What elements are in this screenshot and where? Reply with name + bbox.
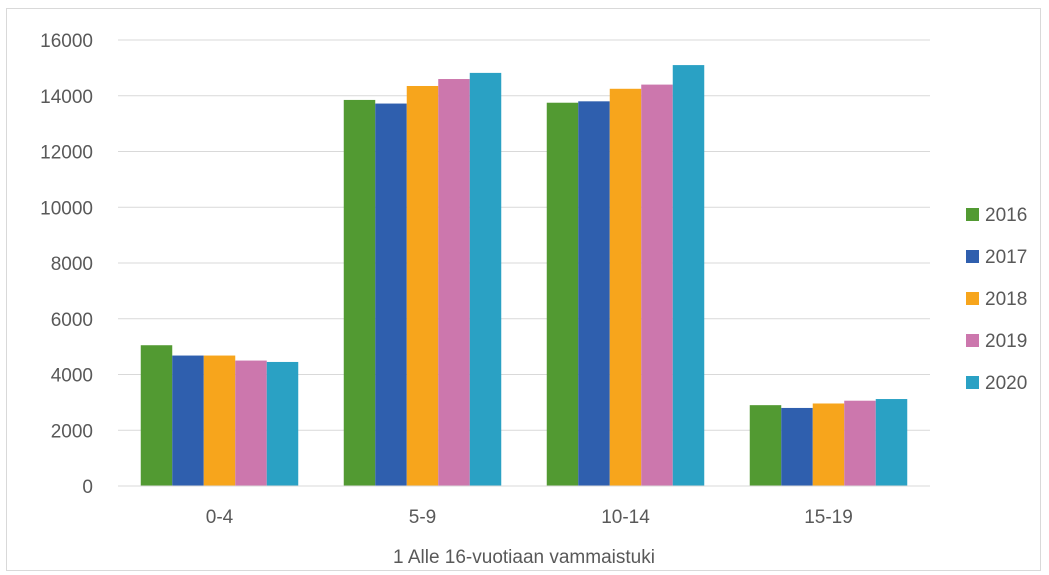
bar-2019-15-19 bbox=[844, 400, 876, 486]
bars bbox=[140, 65, 908, 487]
bar-2018-15-19 bbox=[812, 403, 845, 486]
bar-2017-15-19 bbox=[781, 407, 813, 486]
legend-swatch-2019 bbox=[966, 334, 979, 347]
y-tick-label: 0 bbox=[82, 477, 93, 498]
x-tick-label: 5-9 bbox=[409, 507, 436, 528]
y-tick-label: 4000 bbox=[51, 366, 93, 387]
legend-swatch-2016 bbox=[966, 208, 979, 221]
y-tick-label: 10000 bbox=[40, 198, 93, 219]
bar-2017-0-4 bbox=[172, 355, 204, 486]
legend-label: 2018 bbox=[985, 289, 1027, 310]
x-axis-title: 1 Alle 16-vuotiaan vammaistuki bbox=[393, 547, 655, 568]
bar-2020-0-4 bbox=[266, 361, 299, 486]
legend-label: 2017 bbox=[985, 247, 1027, 268]
y-tick-label: 8000 bbox=[51, 254, 93, 275]
y-tick-label: 14000 bbox=[40, 87, 93, 108]
bar-2019-5-9 bbox=[438, 79, 470, 487]
x-tick-label: 0-4 bbox=[206, 507, 234, 528]
bar-2016-0-4 bbox=[140, 345, 173, 486]
legend-swatch-2018 bbox=[966, 292, 979, 305]
bar-2020-15-19 bbox=[875, 399, 908, 486]
bar-2016-10-14 bbox=[546, 102, 579, 486]
legend-label: 2020 bbox=[985, 373, 1027, 394]
bar-2020-5-9 bbox=[469, 72, 502, 486]
x-tick-label: 10-14 bbox=[601, 507, 650, 528]
x-tick-label: 15-19 bbox=[804, 507, 853, 528]
bar-2018-5-9 bbox=[406, 85, 439, 487]
y-tick-label: 6000 bbox=[51, 310, 93, 331]
bar-2019-10-14 bbox=[641, 84, 673, 486]
y-tick-label: 2000 bbox=[51, 421, 93, 442]
legend-label: 2016 bbox=[985, 205, 1027, 226]
legend-swatch-2020 bbox=[966, 376, 979, 389]
bar-2017-5-9 bbox=[375, 103, 407, 487]
bar-2017-10-14 bbox=[578, 101, 610, 486]
bar-2020-10-14 bbox=[672, 65, 705, 487]
bar-2019-0-4 bbox=[235, 360, 267, 486]
y-axis-tick-labels: 0 2000 4000 6000 8000 10000 12000 14000 16000 bbox=[40, 31, 93, 498]
bar-2018-0-4 bbox=[203, 355, 236, 486]
y-tick-label: 16000 bbox=[40, 31, 93, 52]
x-axis-tick-labels: 0-4 5-9 10-14 15-19 bbox=[206, 507, 853, 528]
legend-label: 2019 bbox=[985, 331, 1027, 352]
bar-2016-15-19 bbox=[749, 405, 782, 486]
bar-2016-5-9 bbox=[343, 99, 376, 487]
y-tick-label: 12000 bbox=[40, 143, 93, 164]
legend: 2016 2017 2018 2019 2020 bbox=[966, 205, 1027, 394]
bar-2018-10-14 bbox=[609, 88, 642, 486]
legend-swatch-2017 bbox=[966, 250, 979, 263]
